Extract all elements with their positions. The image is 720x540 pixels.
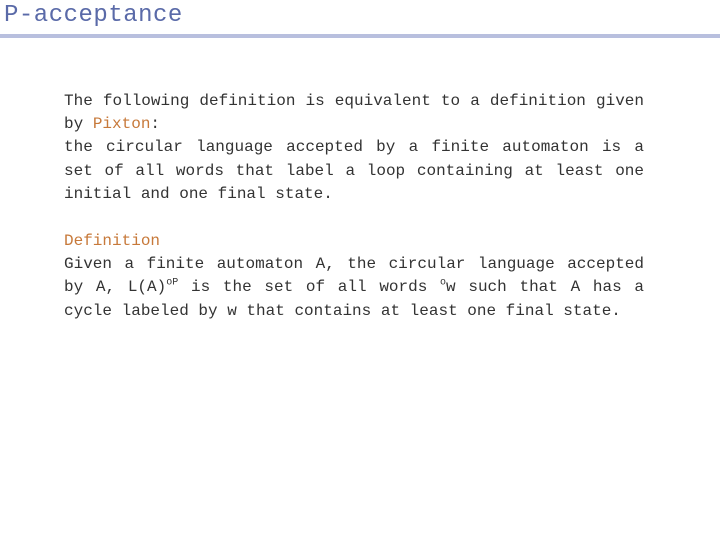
intro-text-2: : [150, 115, 160, 133]
paragraph-definition: Definition Given a finite automaton A, t… [64, 230, 644, 323]
slide: P-acceptance The following definition is… [0, 0, 720, 540]
pixton-highlight: Pixton [93, 115, 151, 133]
intro-text-3: the circular language accepted by a fini… [64, 138, 644, 202]
definition-text-2: is the set of all words [178, 278, 440, 296]
slide-title: P-acceptance [4, 2, 183, 29]
slide-body: The following definition is equivalent t… [64, 90, 644, 347]
paragraph-intro: The following definition is equivalent t… [64, 90, 644, 206]
title-divider [0, 34, 720, 38]
definition-heading: Definition [64, 232, 160, 250]
